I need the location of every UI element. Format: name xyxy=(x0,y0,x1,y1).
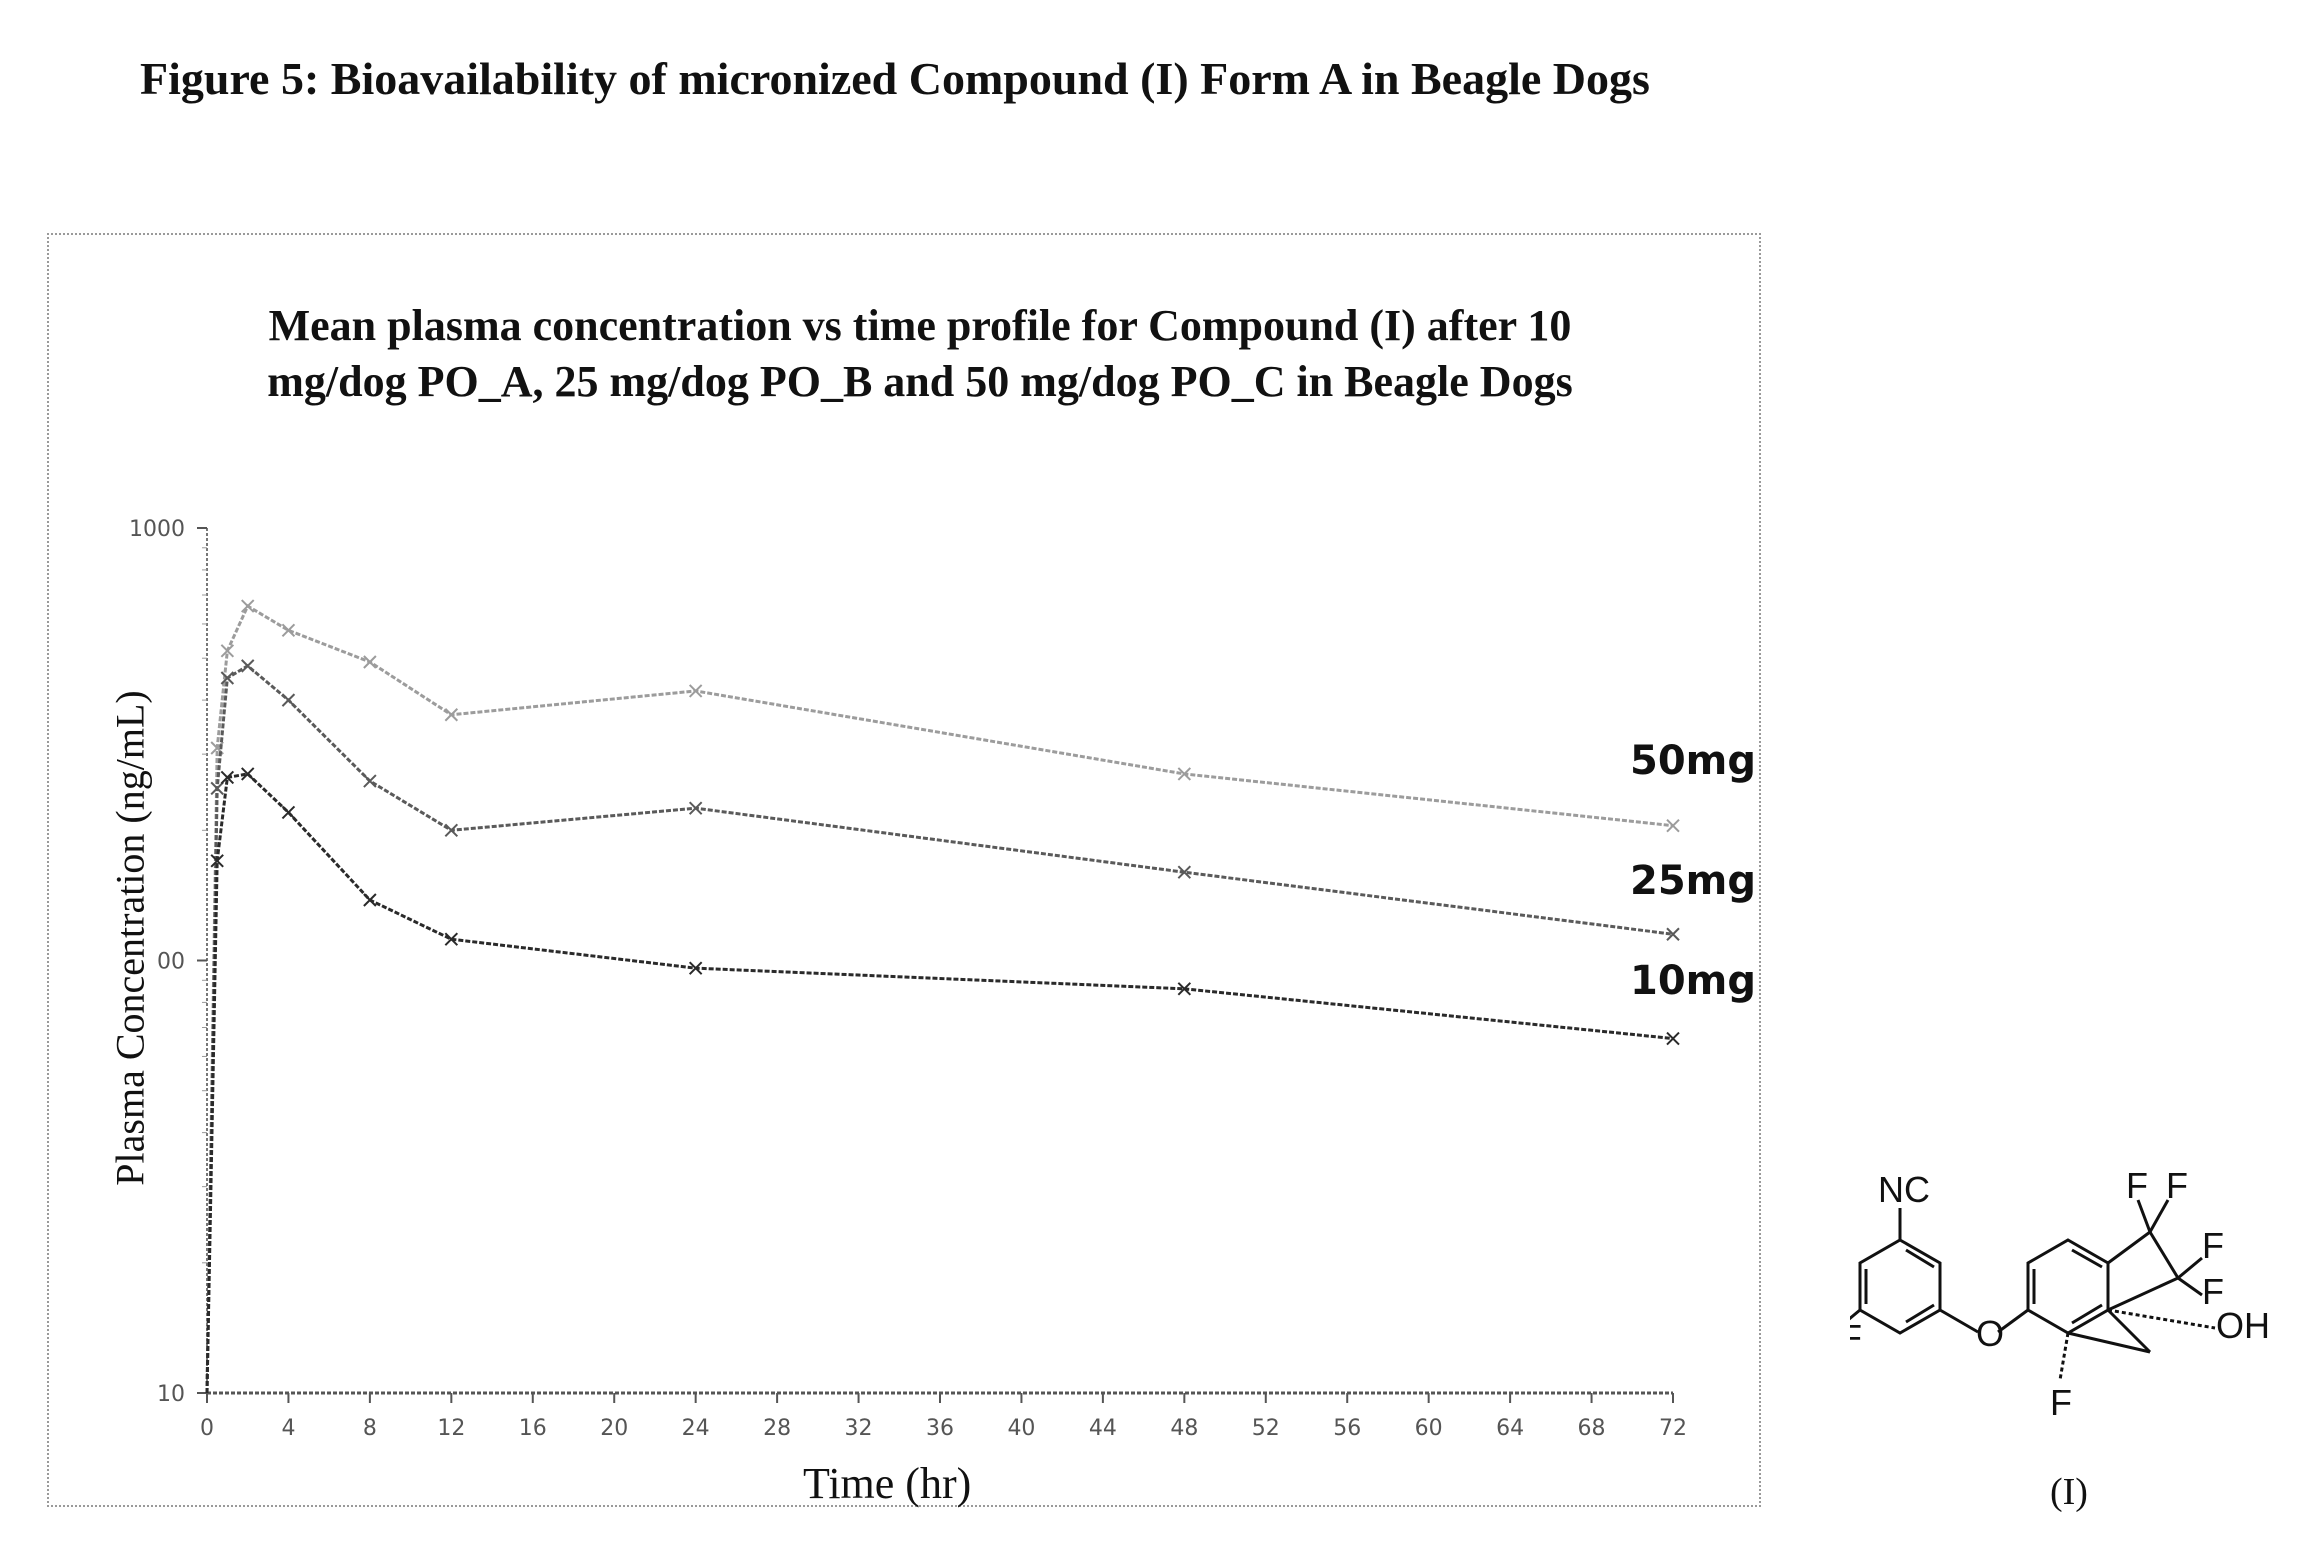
series-line-25mg xyxy=(205,664,1674,1394)
compound-label: (I) xyxy=(2050,1471,2088,1513)
data-point-25mg xyxy=(688,801,703,815)
x-tick-label: 68 xyxy=(1578,1416,1606,1441)
data-point-50mg xyxy=(220,644,235,658)
data-point-10mg xyxy=(281,805,296,820)
data-point-50mg xyxy=(1177,767,1192,781)
chart-frame xyxy=(47,233,1761,1507)
x-tick-label: 48 xyxy=(1170,1416,1198,1441)
data-point-25mg xyxy=(1177,865,1192,879)
chart-title-line-1: Mean plasma concentration vs time profil… xyxy=(268,301,1572,350)
x-tick-label: 44 xyxy=(1089,1416,1117,1441)
x-tick-label: 4 xyxy=(281,1416,295,1441)
y-tick-label: 1000 xyxy=(129,517,185,542)
data-point-25mg xyxy=(281,693,296,707)
chart-title-line-2: mg/dog PO_A, 25 mg/dog PO_B and 50 mg/do… xyxy=(267,357,1573,406)
chart-title: Mean plasma concentration vs time profil… xyxy=(150,298,1690,410)
series-label-10mg: 10mg xyxy=(1630,958,1756,1004)
data-point-50mg xyxy=(688,684,703,698)
x-tick-label: 16 xyxy=(519,1416,547,1441)
data-point-25mg xyxy=(220,671,235,685)
axes: 0 4 8 12 16 20 24 28 32 36 40 44 48 52 56 60 64 68 7210001… xyxy=(129,517,1687,1441)
data-point-10mg xyxy=(210,854,224,868)
figure-heading: Figure 5: Bioavailability of micronized … xyxy=(140,53,1650,104)
data-point-25mg xyxy=(210,781,224,796)
y-tick-label: 00 xyxy=(157,950,185,975)
x-tick-label: 0 xyxy=(200,1416,214,1441)
compound-atom-nc: NC xyxy=(1878,1170,1930,1210)
series-label-25mg: 25mg xyxy=(1630,858,1756,904)
data-point-25mg xyxy=(444,823,459,838)
x-axis-label: Time (hr) xyxy=(803,1459,972,1508)
data-point-10mg xyxy=(241,767,255,781)
compound-atom-f-3: F xyxy=(2202,1225,2224,1266)
x-tick-label: 8 xyxy=(363,1416,377,1441)
compound-atom-f-left: F xyxy=(1850,1317,1862,1358)
data-point-10mg xyxy=(363,893,377,907)
x-tick-label: 56 xyxy=(1333,1416,1361,1441)
data-point-50mg xyxy=(1666,818,1680,833)
compound-structure-diagram: NC F O F F F F OH F xyxy=(1850,1170,2270,1423)
compound-atom-o: O xyxy=(1976,1313,2004,1354)
x-tick-label: 32 xyxy=(845,1416,873,1441)
data-point-10mg xyxy=(1666,1031,1680,1046)
x-tick-label: 60 xyxy=(1415,1416,1443,1441)
compound-atom-f-4: F xyxy=(2202,1271,2224,1312)
data-point-10mg xyxy=(220,770,235,785)
series-line-50mg xyxy=(205,603,1674,1394)
x-tick-label: 28 xyxy=(763,1416,791,1441)
data-point-10mg xyxy=(688,961,703,975)
data-point-50mg xyxy=(444,708,459,722)
compound-atom-oh: OH xyxy=(2216,1305,2270,1346)
x-tick-label: 20 xyxy=(600,1416,628,1441)
x-tick-label: 40 xyxy=(1007,1416,1035,1441)
data-point-10mg xyxy=(444,932,459,946)
series-line-10mg xyxy=(205,772,1674,1394)
y-axis-label: Plasma Concentration (ng/mL) xyxy=(107,690,153,1186)
series-label-50mg: 50mg xyxy=(1630,738,1756,784)
series-lines xyxy=(205,599,1680,1394)
data-point-50mg xyxy=(241,599,255,613)
data-point-10mg xyxy=(1177,982,1192,996)
compound-atom-f-2: F xyxy=(2166,1170,2188,1206)
x-tick-label: 52 xyxy=(1252,1416,1280,1441)
data-point-25mg xyxy=(241,659,255,673)
y-tick-label: 10 xyxy=(157,1382,185,1407)
x-tick-label: 64 xyxy=(1496,1416,1524,1441)
x-tick-label: 36 xyxy=(926,1416,954,1441)
data-point-25mg xyxy=(1666,927,1680,941)
compound-atom-f-1: F xyxy=(2126,1170,2148,1206)
data-point-25mg xyxy=(363,774,377,788)
data-point-50mg xyxy=(363,655,377,669)
compound-atom-f-bottom: F xyxy=(2050,1382,2072,1423)
data-point-50mg xyxy=(281,623,296,638)
x-tick-label: 12 xyxy=(437,1416,465,1441)
x-tick-label: 72 xyxy=(1659,1416,1687,1441)
x-tick-label: 24 xyxy=(682,1416,710,1441)
